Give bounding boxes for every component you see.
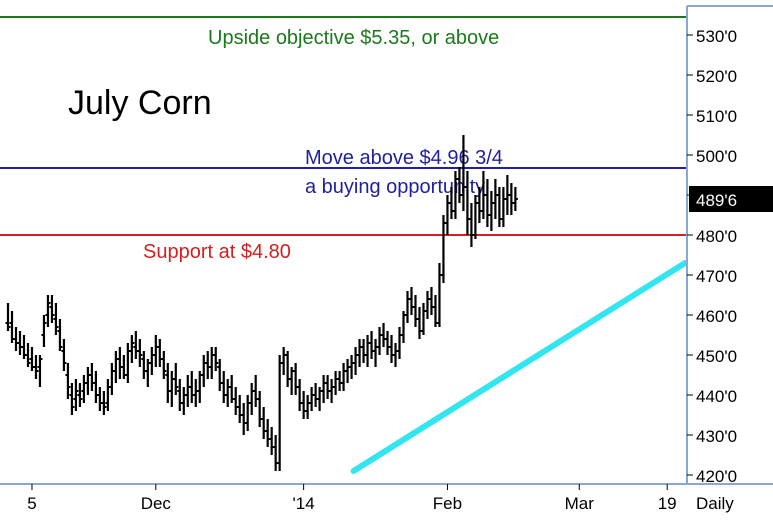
y-axis-background <box>687 6 773 484</box>
y-tick-label: 420'0 <box>696 467 737 486</box>
y-tick-label: 430'0 <box>696 427 737 446</box>
resistance-label-0: Move above $4.96 3/4 <box>305 147 503 169</box>
y-tick-label: 460'0 <box>696 307 737 326</box>
axes: 530'0520'0510'0500'0490'0480'0470'0460'0… <box>0 5 773 513</box>
y-tick-label: 450'0 <box>696 347 737 366</box>
x-tick-label: 5 <box>27 494 36 513</box>
last-price-label: 489'6 <box>696 191 737 210</box>
y-tick-label: 440'0 <box>696 387 737 406</box>
chart-title: July Corn <box>68 84 212 122</box>
y-tick-label: 470'0 <box>696 267 737 286</box>
y-tick-label: 480'0 <box>696 227 737 246</box>
price-bar <box>33 355 39 379</box>
reference-lines: Upside objective $5.35, or above Move abo… <box>0 16 687 263</box>
y-tick-label: 510'0 <box>696 107 737 126</box>
x-tick-label: Feb <box>433 494 462 513</box>
price-bar <box>173 363 179 395</box>
y-tick-label: 530'0 <box>696 27 737 46</box>
y-tick-label: 500'0 <box>696 147 737 166</box>
uptrend-line <box>350 260 688 474</box>
price-bar <box>69 383 75 415</box>
timeframe-label: Daily <box>696 494 734 513</box>
price-bar <box>41 315 47 347</box>
price-bar <box>137 339 143 367</box>
price-bar <box>53 303 59 335</box>
price-bar <box>129 335 135 363</box>
price-bar <box>49 295 55 323</box>
upside-objective-label-0: Upside objective $5.35, or above <box>208 27 499 49</box>
trend-line-layer <box>350 260 688 474</box>
price-bar <box>65 363 71 399</box>
x-tick-label: Dec <box>141 494 172 513</box>
price-bar <box>37 355 43 387</box>
x-tick-label: Mar <box>565 494 595 513</box>
price-bar <box>101 391 107 415</box>
price-bar <box>77 383 83 407</box>
price-bar <box>5 303 11 331</box>
price-bar <box>61 339 67 371</box>
price-bar <box>213 347 219 371</box>
y-tick-label: 520'0 <box>696 67 737 86</box>
price-bar <box>512 187 518 211</box>
price-bars <box>5 135 518 471</box>
x-tick-label: 19 <box>658 494 677 513</box>
resistance-label-1: a buying opportunity <box>305 176 485 198</box>
price-bar <box>73 379 79 411</box>
x-tick-label: '14 <box>293 494 315 513</box>
support-label-0: Support at $4.80 <box>143 241 291 263</box>
price-bar <box>25 343 31 367</box>
last-price-badge <box>689 186 773 212</box>
price-bar <box>57 319 63 351</box>
price-bar <box>161 351 167 379</box>
price-bar <box>45 295 51 327</box>
